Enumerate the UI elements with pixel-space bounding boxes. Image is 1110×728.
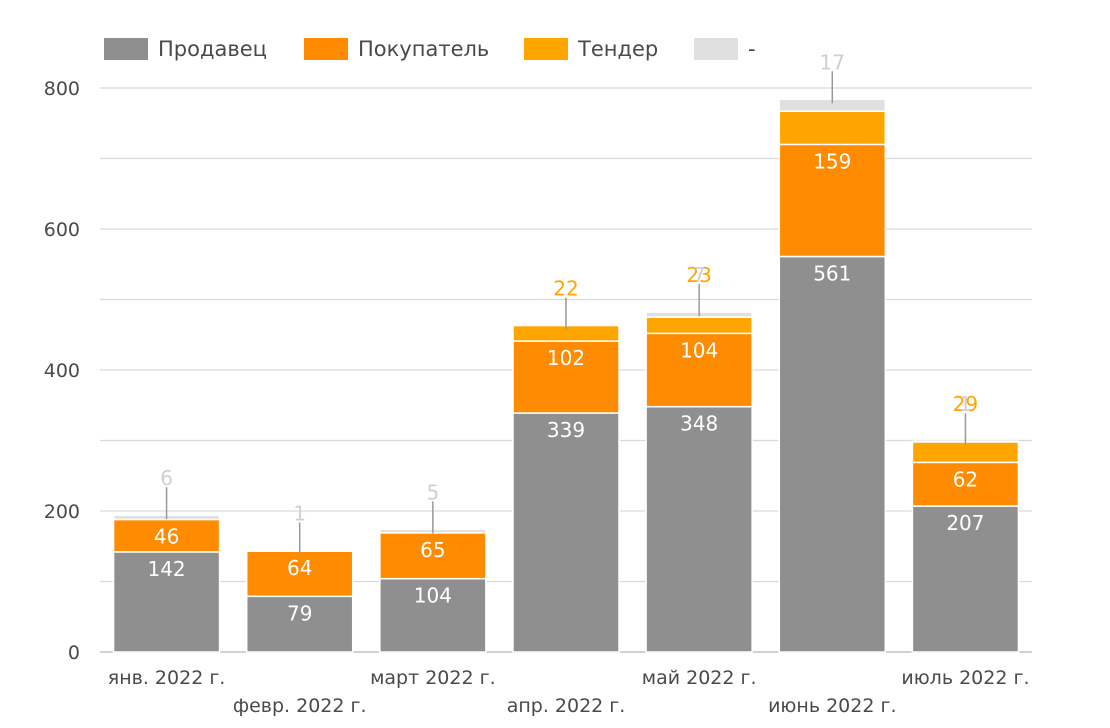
- data-label: 29: [953, 392, 978, 416]
- legend-label: Покупатель: [358, 37, 489, 61]
- x-tick-label: июнь 2022 г.: [768, 695, 896, 717]
- data-label: 65: [420, 538, 445, 562]
- y-tick-label: 200: [44, 501, 80, 523]
- x-axis-ticks: янв. 2022 г. февр. 2022 г.март 2022 г. апр…: [108, 667, 1030, 717]
- y-tick-label: 600: [44, 219, 80, 241]
- bar-segment: [911, 461, 1020, 507]
- data-label: 104: [680, 338, 718, 362]
- data-label: 348: [680, 412, 718, 436]
- x-tick-label: апр. 2022 г.: [507, 695, 626, 717]
- bar-segment: [112, 551, 221, 653]
- data-label: 159: [813, 149, 851, 173]
- data-label: 142: [147, 557, 185, 581]
- y-tick-label: 400: [44, 360, 80, 382]
- bar-segment: [512, 412, 620, 653]
- data-label: 22: [553, 277, 578, 301]
- bar-segment: [911, 505, 1020, 653]
- data-label: 47: [820, 116, 845, 140]
- legend-swatch: [524, 38, 568, 60]
- x-tick-label: янв. 2022 г.: [108, 667, 226, 689]
- legend-label: -: [748, 37, 756, 61]
- data-label: 46: [154, 524, 179, 548]
- legend-swatch: [104, 38, 148, 60]
- bar-segment: [645, 405, 753, 653]
- bar-segment: [645, 332, 753, 408]
- legend-label: Продавец: [158, 37, 267, 61]
- x-tick-label: март 2022 г.: [370, 667, 496, 689]
- data-label: 339: [547, 418, 585, 442]
- data-label: 79: [287, 601, 312, 625]
- x-tick-label: февр. 2022 г.: [233, 695, 367, 717]
- data-label: 7: [693, 263, 706, 287]
- legend-label: Тендер: [577, 37, 658, 61]
- bar-segment: [645, 316, 753, 335]
- bar-segment: [245, 550, 354, 598]
- x-tick-label: июль 2022 г.: [901, 667, 1029, 689]
- y-tick-label: 0: [68, 642, 80, 664]
- data-labels: 142 46 6 79 64 1 104 65 5 339 102 22 348 104 237 561 159…: [147, 50, 984, 625]
- data-label: 561: [813, 261, 851, 285]
- legend-swatch: [694, 38, 738, 60]
- data-label: 1: [293, 501, 306, 525]
- data-label: 17: [820, 50, 845, 74]
- x-tick-label: май 2022 г.: [642, 667, 757, 689]
- bar-segment: [245, 595, 354, 653]
- bar-segment: [778, 110, 887, 146]
- bar-segment: [512, 340, 620, 414]
- data-label: 1: [959, 392, 972, 416]
- bar-segment: [112, 518, 221, 553]
- bar-segment: [778, 143, 887, 258]
- legend: Продавец Покупатель Тендер -: [104, 37, 756, 61]
- y-tick-label: 800: [44, 78, 80, 100]
- data-label: 207: [946, 511, 984, 535]
- data-label: 64: [287, 556, 312, 580]
- data-label: 102: [547, 346, 585, 370]
- legend-swatch: [304, 38, 348, 60]
- bars: [112, 98, 1020, 653]
- data-label: 104: [414, 584, 452, 608]
- data-label: 6: [160, 466, 173, 490]
- data-label: 5: [426, 480, 439, 504]
- y-axis-ticks: 0 200 400 600 800: [44, 78, 80, 664]
- data-label: 23: [686, 263, 711, 287]
- data-label: 62: [953, 467, 978, 491]
- bar-segment: [778, 255, 887, 653]
